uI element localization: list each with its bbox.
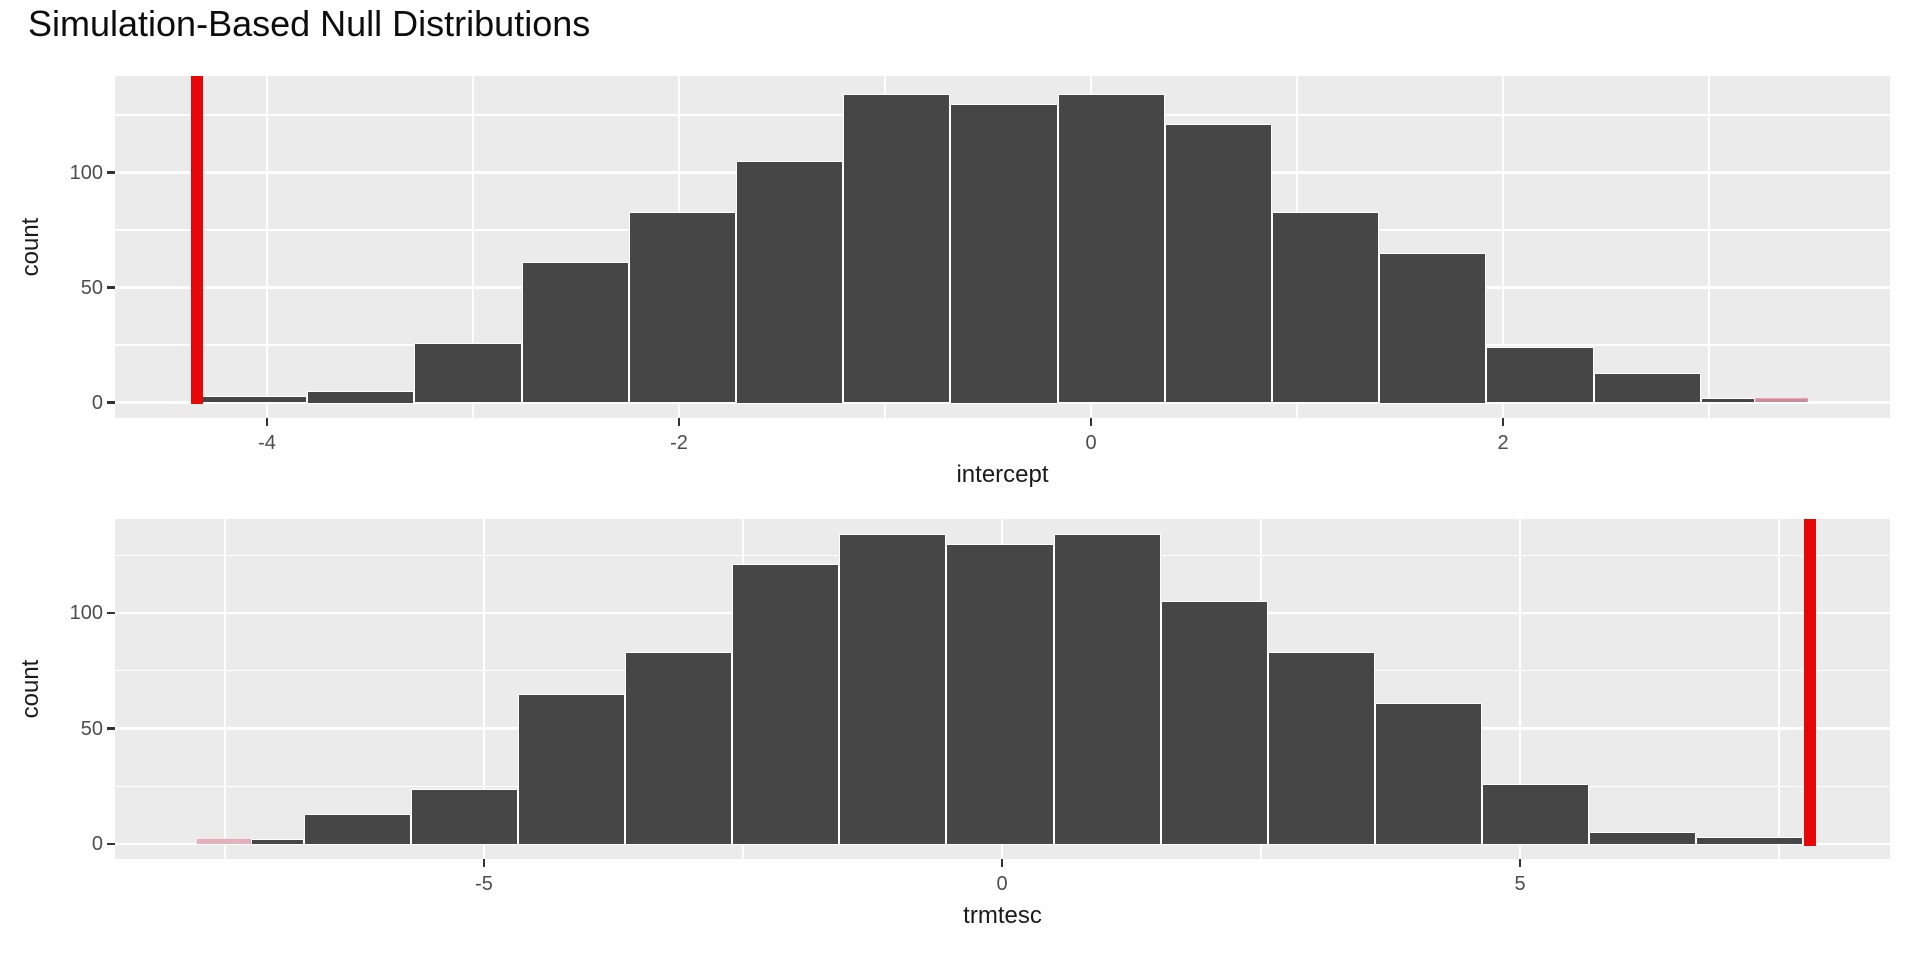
- y-axis-tick: [107, 171, 115, 174]
- histogram-bar: [1593, 372, 1701, 403]
- y-axis-title-count: count: [17, 659, 44, 719]
- gridline-minor: [1778, 519, 1780, 859]
- y-axis-tick-label: 100: [69, 161, 103, 184]
- histogram-bar: [736, 161, 844, 403]
- gridline-minor: [224, 519, 226, 859]
- histogram-bar: [411, 788, 519, 844]
- histogram-bar: [521, 262, 629, 403]
- x-axis-tick: [677, 418, 681, 426]
- histogram-bar: [1160, 601, 1268, 844]
- histogram-bar: [628, 211, 737, 403]
- histogram-bar: [732, 564, 840, 844]
- x-axis-tick-label: 0: [996, 873, 1008, 895]
- y-axis-tick-label: 0: [91, 391, 103, 414]
- histogram-bar: [250, 839, 305, 844]
- x-axis-title-intercept: intercept: [956, 461, 1049, 488]
- shaded-tail-bar: [1754, 397, 1809, 403]
- y-axis-tick: [107, 611, 115, 615]
- y-axis-tick-label: 50: [80, 276, 103, 299]
- x-axis-tick-label: 5: [1514, 873, 1526, 895]
- histogram-bar: [1267, 652, 1375, 844]
- histogram-bar: [1700, 397, 1755, 403]
- x-axis-tick: [1000, 859, 1004, 867]
- histogram-bar: [625, 652, 733, 844]
- y-axis-title-count: count: [17, 217, 44, 277]
- histogram-bar: [1053, 534, 1161, 844]
- histogram-bar: [518, 693, 626, 844]
- gridline-minor: [472, 76, 474, 418]
- histogram-bar: [1057, 94, 1165, 403]
- gridline-minor: [1708, 76, 1710, 418]
- histogram-bar: [1486, 347, 1594, 403]
- x-axis-tick-label: -4: [258, 432, 276, 454]
- gridline-major: [1501, 76, 1505, 418]
- histogram-bar: [1164, 124, 1272, 403]
- gridline-major: [482, 519, 486, 859]
- observed-stat-line: [190, 76, 203, 404]
- x-axis-tick-label: -2: [670, 432, 688, 454]
- x-axis-title-trmtesc: trmtesc: [963, 902, 1042, 929]
- x-axis-tick-label: 0: [1085, 432, 1097, 454]
- x-axis-tick: [482, 859, 486, 867]
- y-axis-tick: [107, 727, 115, 730]
- histogram-bar: [1588, 832, 1696, 844]
- histogram-bar: [1374, 703, 1482, 844]
- histogram-bar: [950, 103, 1058, 403]
- histogram-bar: [1271, 211, 1380, 403]
- shaded-tail-bar: [197, 839, 251, 844]
- x-axis-tick-label: 2: [1497, 432, 1509, 454]
- x-axis-tick: [1501, 418, 1505, 426]
- histogram-bar: [1481, 783, 1589, 844]
- gridline-major: [265, 76, 269, 418]
- plot-title: Simulation-Based Null Distributions: [28, 3, 591, 44]
- y-axis-tick: [107, 286, 115, 289]
- gridline-major: [1518, 519, 1522, 859]
- y-axis-tick-label: 0: [91, 833, 103, 855]
- y-axis-tick-label: 100: [69, 602, 103, 624]
- y-axis-tick: [107, 842, 115, 846]
- histogram-bar: [1379, 253, 1487, 403]
- x-axis-tick-label: -5: [475, 873, 493, 895]
- observed-stat-line: [1804, 519, 1817, 846]
- histogram-bar: [843, 94, 951, 403]
- histogram-bar: [304, 813, 412, 844]
- histogram-bar: [307, 391, 415, 403]
- x-axis-tick: [1089, 418, 1093, 426]
- gridline-major: [115, 401, 1890, 404]
- x-axis-tick: [1518, 859, 1522, 867]
- histogram-bar: [1696, 837, 1804, 844]
- y-axis-tick: [107, 401, 115, 404]
- x-axis-tick: [265, 418, 269, 426]
- histogram-bar: [839, 534, 947, 844]
- y-axis-tick-label: 50: [80, 717, 103, 740]
- histogram-bar: [414, 342, 522, 403]
- histogram-bar: [946, 543, 1054, 844]
- histogram-bar: [200, 395, 308, 403]
